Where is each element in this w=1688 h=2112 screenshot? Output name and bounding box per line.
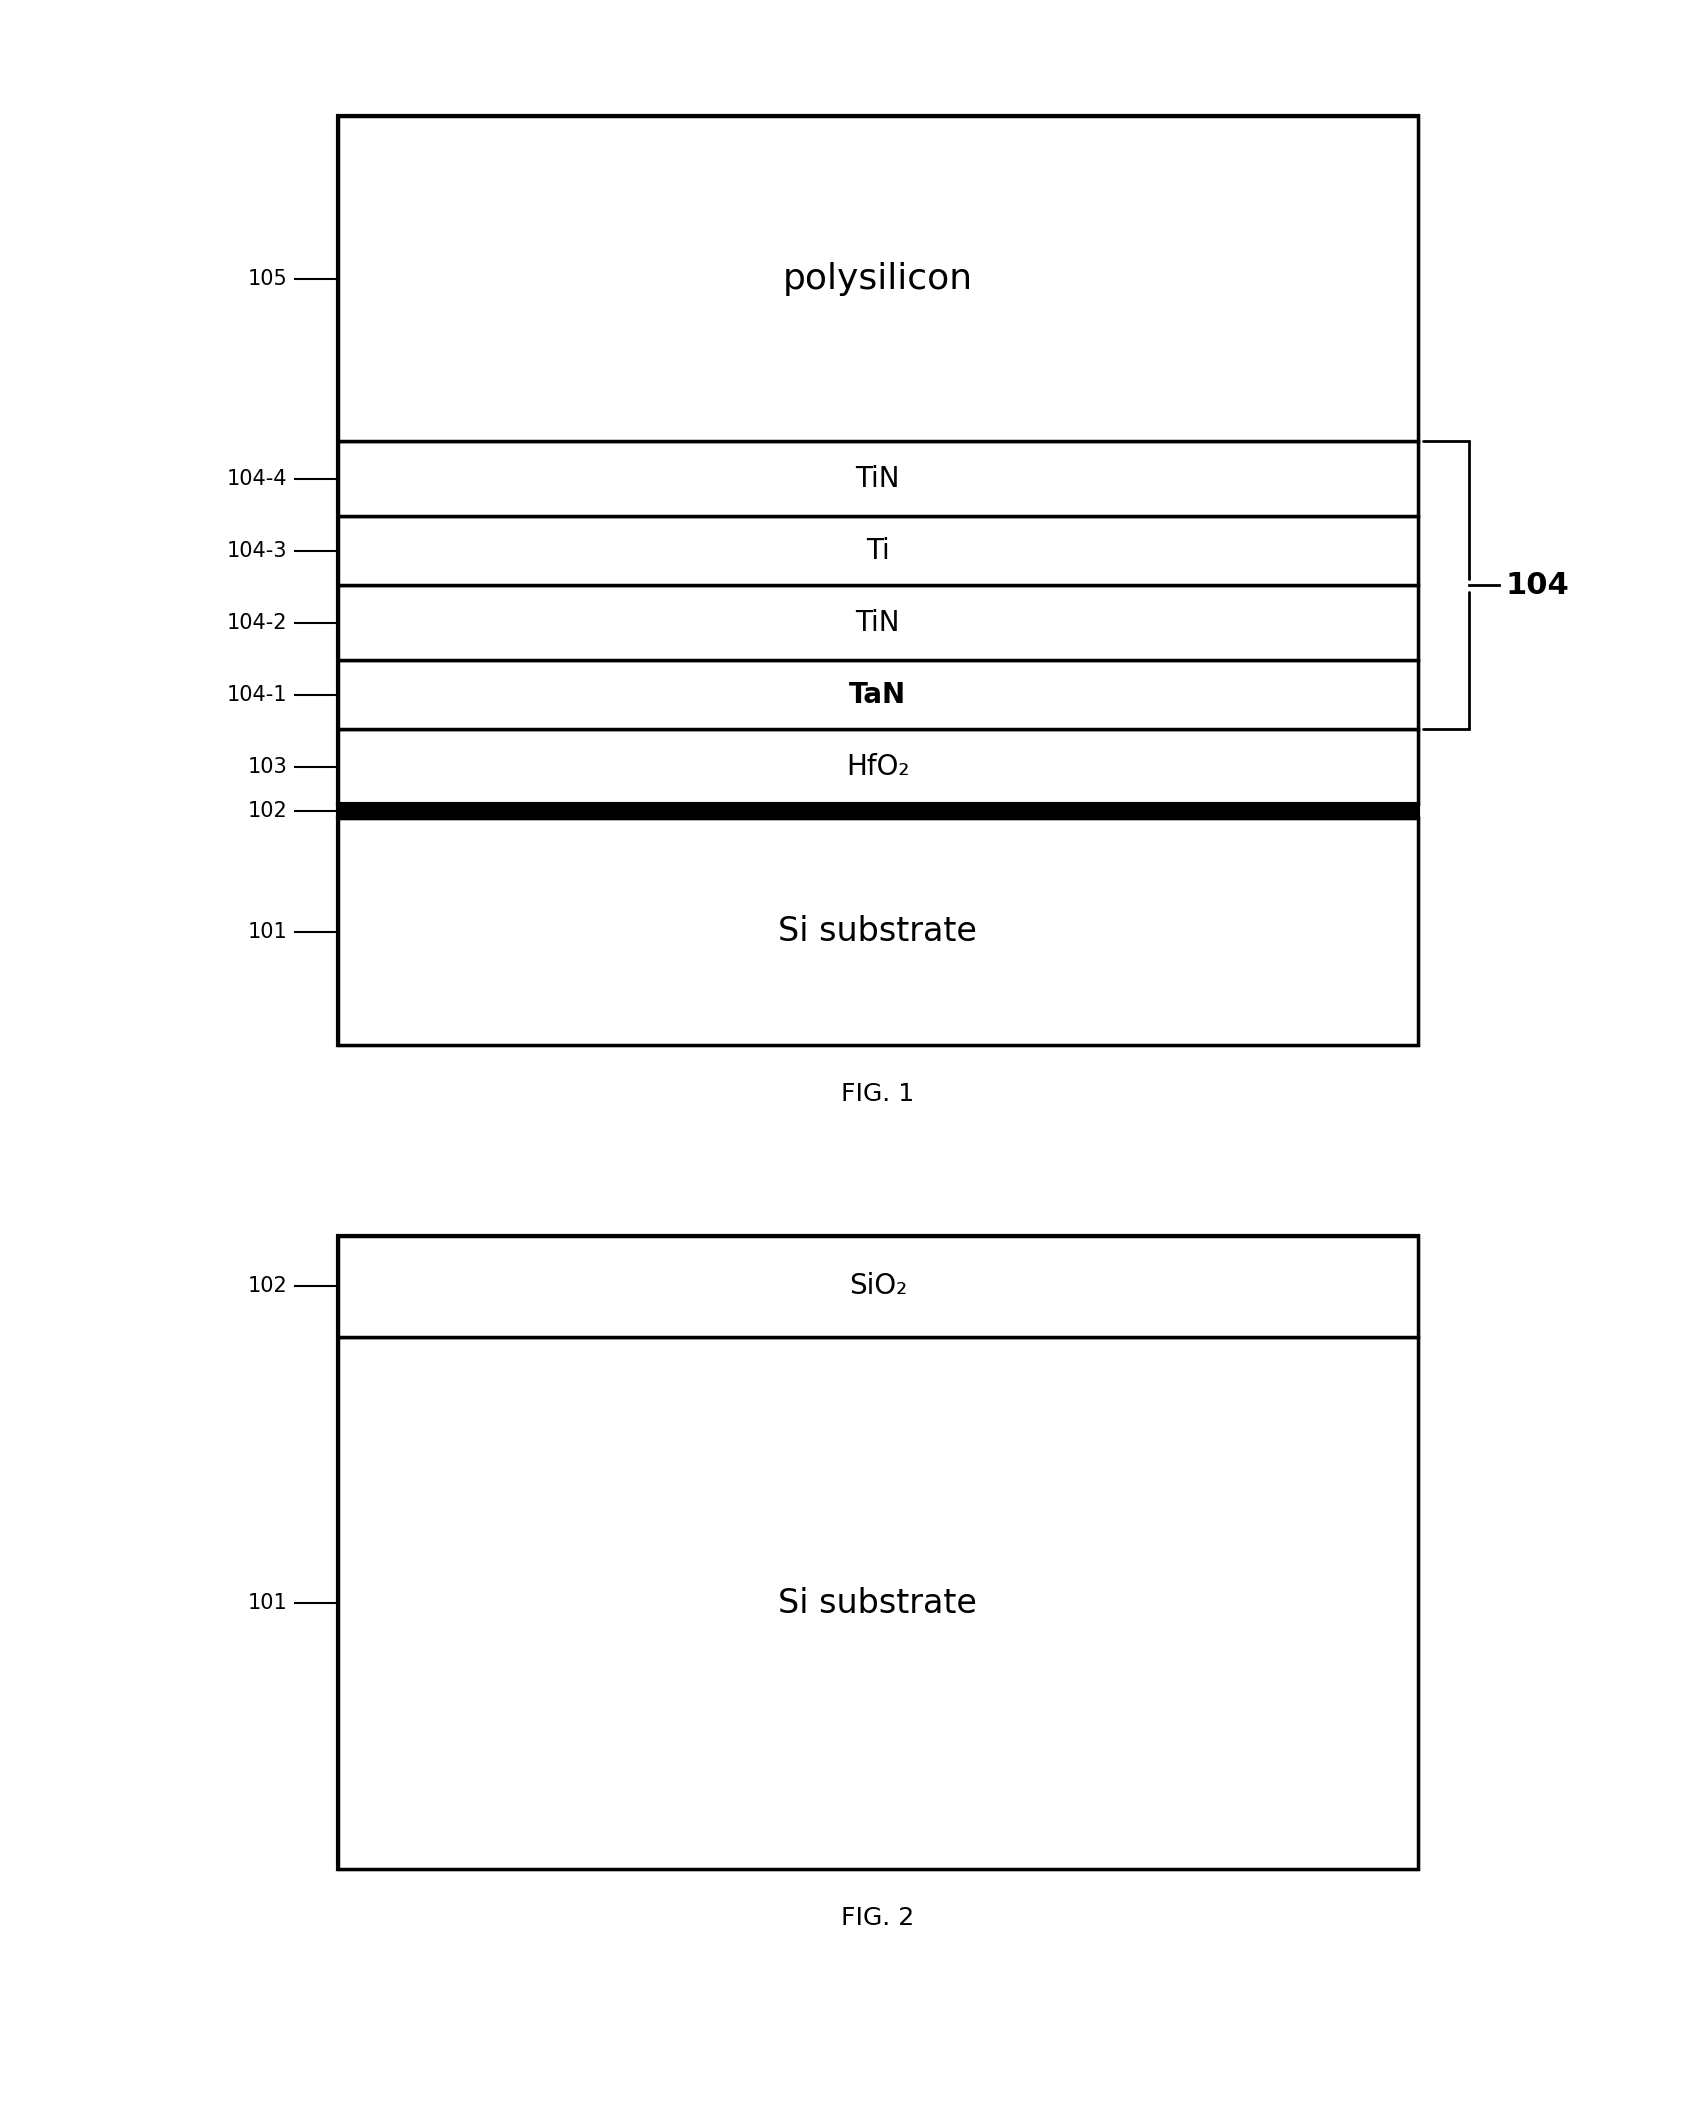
Text: Ti: Ti [866,536,890,564]
Bar [338,1236,1418,1869]
Text: 102: 102 [246,800,287,822]
Text: 104: 104 [1506,570,1570,600]
Text: 104-1: 104-1 [226,684,287,705]
Text: 104-2: 104-2 [226,612,287,634]
Bar [338,515,1418,585]
Text: TiN: TiN [856,465,900,492]
Text: Si substrate: Si substrate [778,1586,977,1620]
Text: 104-3: 104-3 [226,541,287,560]
Text: TaN: TaN [849,680,906,710]
Text: FIG. 1: FIG. 1 [841,1081,915,1107]
Text: FIG. 2: FIG. 2 [841,1905,915,1930]
Text: 102: 102 [246,1276,287,1297]
Bar [338,817,1418,1045]
Text: 101: 101 [246,921,287,942]
Text: 103: 103 [246,756,287,777]
Bar [338,441,1418,515]
Bar [338,116,1418,1045]
Bar [338,585,1418,659]
Text: TiN: TiN [856,608,900,636]
Bar [338,1236,1418,1337]
Text: HfO₂: HfO₂ [846,752,910,781]
Bar [338,1337,1418,1869]
Bar [338,116,1418,441]
Text: SiO₂: SiO₂ [849,1271,906,1301]
Text: 101: 101 [246,1592,287,1614]
Bar [338,729,1418,805]
Text: polysilicon: polysilicon [783,262,972,296]
Text: 104-4: 104-4 [226,469,287,488]
Text: Si substrate: Si substrate [778,914,977,948]
Bar [338,659,1418,729]
Text: 105: 105 [246,268,287,289]
Bar [338,805,1418,817]
